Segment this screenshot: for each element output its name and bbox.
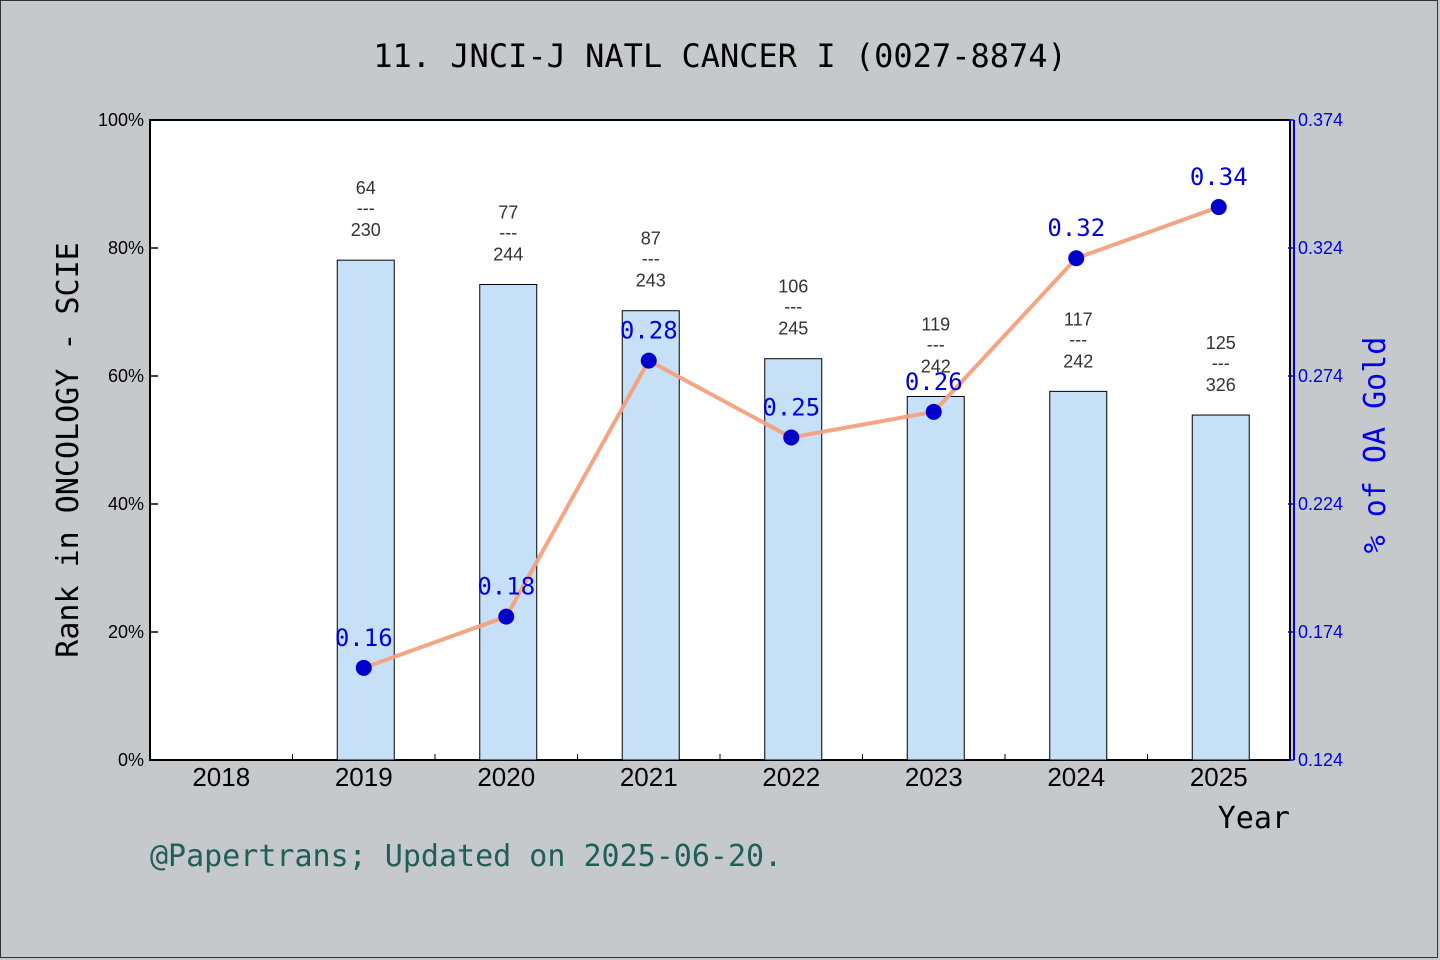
bar-2024 xyxy=(1049,390,1108,761)
oa-point-2024 xyxy=(1068,250,1085,267)
bar-2023 xyxy=(906,395,965,761)
rank-separator: --- xyxy=(499,222,517,242)
y2-tick-label: 0.274 xyxy=(1298,366,1343,386)
rank-separator: --- xyxy=(784,297,802,317)
oa-point-2019 xyxy=(355,659,372,676)
x-tick-label: 2025 xyxy=(1190,762,1248,792)
oa-point-2023 xyxy=(925,403,942,420)
y-tick-label: 0% xyxy=(118,750,144,770)
y-tick-label: 100% xyxy=(98,110,144,130)
rank-label: 87 xyxy=(641,229,661,249)
bar-2020 xyxy=(479,283,538,761)
x-tick-label: 2020 xyxy=(477,762,535,792)
rank-label: 106 xyxy=(778,277,808,297)
y-tick-label: 80% xyxy=(108,238,144,258)
footer-note: @Papertrans; Updated on 2025-06-20. xyxy=(150,839,782,874)
x-tick-label: 2024 xyxy=(1047,762,1105,792)
y2-tick-label: 0.224 xyxy=(1298,494,1343,514)
bar-2022 xyxy=(764,358,823,761)
bar-2021 xyxy=(621,310,680,761)
rank-total-label: 243 xyxy=(636,271,666,291)
oa-point-2022 xyxy=(783,429,800,446)
oa-point-label: 0.25 xyxy=(762,393,820,421)
y-tick-label: 20% xyxy=(108,622,144,642)
oa-point-label: 0.16 xyxy=(335,624,393,652)
x-tick-label: 2018 xyxy=(192,762,250,792)
rank-total-label: 242 xyxy=(921,356,951,376)
rank-separator: --- xyxy=(357,198,375,218)
rank-total-label: 242 xyxy=(1063,351,1093,371)
oa-point-2021 xyxy=(640,352,657,369)
rank-label: 125 xyxy=(1206,333,1236,353)
y2-tick-label: 0.324 xyxy=(1298,238,1343,258)
y2-tick-label: 0.374 xyxy=(1298,110,1343,130)
rank-total-label: 245 xyxy=(778,319,808,339)
y-axis-label: Rank in ONCOLOGY - SCIE xyxy=(51,242,86,657)
y-tick-label: 60% xyxy=(108,366,144,386)
oa-point-label: 0.34 xyxy=(1190,163,1248,191)
rank-label: 64 xyxy=(356,178,376,198)
rank-label: 77 xyxy=(498,202,518,222)
y2-tick-label: 0.124 xyxy=(1298,750,1343,770)
bar-2019 xyxy=(336,259,395,761)
rank-total-label: 230 xyxy=(351,220,381,240)
x-tick-label: 2021 xyxy=(620,762,678,792)
rank-separator: --- xyxy=(1212,353,1230,373)
chart-title: 11. JNCI-J NATL CANCER I (0027-8874) xyxy=(373,37,1067,75)
oa-point-label: 0.32 xyxy=(1047,214,1105,242)
rank-separator: --- xyxy=(927,334,945,354)
x-tick-label: 2023 xyxy=(905,762,963,792)
oa-point-label: 0.28 xyxy=(620,317,678,345)
x-axis-label: Year xyxy=(1218,801,1290,836)
oa-point-2020 xyxy=(498,608,515,625)
y2-tick-label: 0.174 xyxy=(1298,622,1343,642)
x-tick-label: 2022 xyxy=(762,762,820,792)
oa-point-label: 0.18 xyxy=(477,573,535,601)
oa-point-2025 xyxy=(1210,199,1227,216)
rank-total-label: 326 xyxy=(1206,375,1236,395)
bar-2025 xyxy=(1191,414,1250,761)
rank-total-label: 244 xyxy=(493,244,523,264)
rank-separator: --- xyxy=(642,249,660,269)
rank-label: 119 xyxy=(921,314,950,334)
x-tick-label: 2019 xyxy=(335,762,393,792)
rank-separator: --- xyxy=(1069,329,1087,349)
y-tick-label: 40% xyxy=(108,494,144,514)
y2-axis-label: % of OA Gold xyxy=(1358,337,1393,554)
plot-area xyxy=(149,119,1291,761)
oa-point-label: 0.26 xyxy=(905,368,963,396)
rank-label: 117 xyxy=(1064,309,1093,329)
